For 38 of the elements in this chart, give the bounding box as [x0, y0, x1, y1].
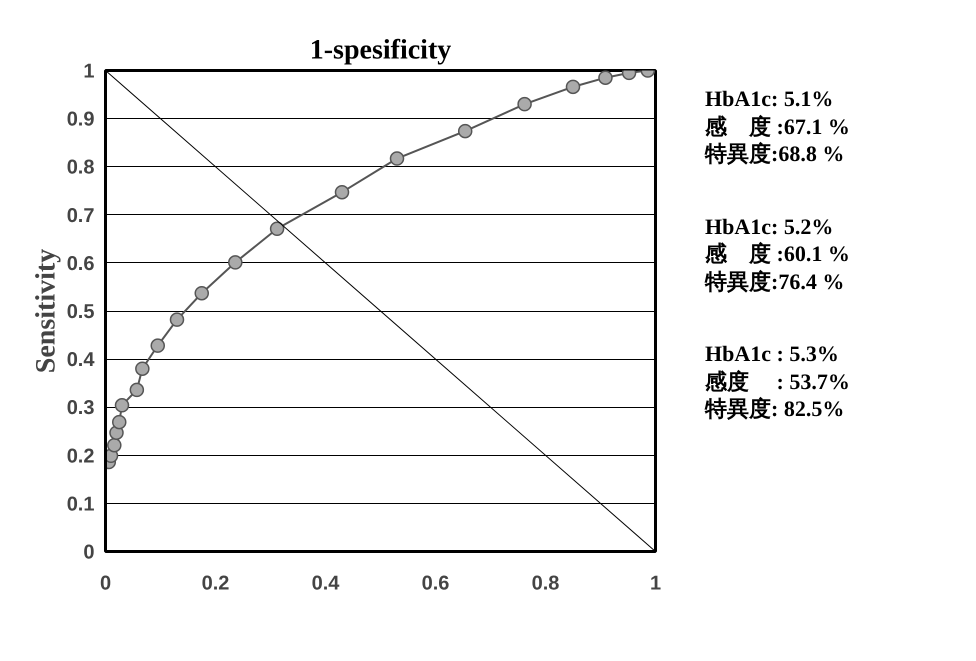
point [194, 286, 209, 300]
y-tick-label: 0.5 [66, 301, 95, 323]
text: HbA1c : 5.3% 感度 : 53.7% 特異度: 82.5% [705, 340, 850, 422]
y-tick-label: 0.1 [66, 493, 95, 516]
y-tick-label: 0.2 [66, 445, 95, 468]
point [114, 398, 130, 413]
point [598, 70, 613, 85]
point [170, 312, 184, 327]
point [112, 414, 126, 430]
y-tick-label: 0.3 [66, 397, 95, 420]
x-tick-label: 1 [650, 572, 662, 594]
point [566, 80, 580, 94]
y-tick-label: 0.6 [66, 252, 95, 275]
y-tick-label: 0 [83, 542, 94, 564]
point [107, 438, 122, 452]
point [458, 124, 472, 138]
point [130, 382, 144, 398]
point [334, 184, 350, 200]
y-tick-label: 1 [83, 60, 94, 82]
x-tick-label: 0.2 [202, 572, 230, 594]
point [390, 151, 404, 166]
y-tick-label: 0.8 [66, 156, 95, 179]
point [517, 96, 532, 112]
point [270, 222, 284, 236]
chart-title: 1-spesificity [310, 34, 452, 66]
y-tick-label: 0.4 [66, 349, 96, 372]
x-tick-label: 0 [100, 572, 112, 594]
y-tick-label: 0.7 [66, 204, 95, 227]
text: HbA1c: 5.1% 感 度 :67.1 % 特異度:68.8 % [705, 85, 850, 168]
x-tick-label: 0.6 [422, 572, 450, 594]
y-tick-label: 0.9 [66, 108, 95, 131]
y-axis-title: Sensitivity [30, 248, 62, 374]
point [135, 361, 150, 376]
x-tick-label: 0.8 [532, 572, 560, 594]
point [150, 338, 165, 353]
point [228, 255, 243, 270]
x-tick-label: 0.4 [312, 572, 340, 594]
text: HbA1c: 5.2% 感 度 :60.1 % 特異度:76.4 % [705, 212, 850, 295]
